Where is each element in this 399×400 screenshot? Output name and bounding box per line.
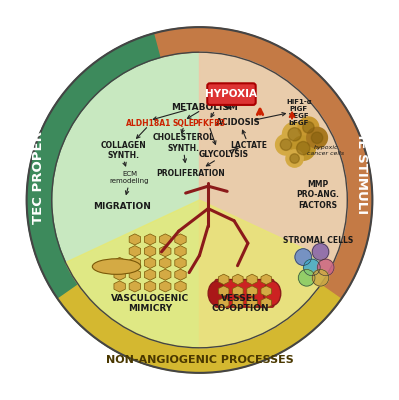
Text: GLYCOLYSIS: GLYCOLYSIS xyxy=(199,150,249,159)
Polygon shape xyxy=(65,200,334,348)
Text: CHOLESTEROL
SYNTH.: CHOLESTEROL SYNTH. xyxy=(153,133,215,153)
Polygon shape xyxy=(144,269,156,280)
Polygon shape xyxy=(261,286,271,296)
Polygon shape xyxy=(175,281,186,292)
Circle shape xyxy=(290,154,299,163)
Text: HIF1-α
PIGF
VEGF
bFGF: HIF1-α PIGF VEGF bFGF xyxy=(286,99,312,126)
Polygon shape xyxy=(233,274,243,284)
Circle shape xyxy=(317,259,334,276)
FancyBboxPatch shape xyxy=(207,83,256,105)
Text: COLLAGEN
SYNTH.: COLLAGEN SYNTH. xyxy=(101,141,146,160)
Polygon shape xyxy=(219,286,229,296)
Polygon shape xyxy=(129,269,140,280)
Text: STROMAL CELLS: STROMAL CELLS xyxy=(283,236,353,245)
Text: NON-ANGIOGENIC PROCESSES: NON-ANGIOGENIC PROCESSES xyxy=(106,355,293,365)
Circle shape xyxy=(312,270,329,286)
Text: MMP
PRO-ANG.
FACTORS: MMP PRO-ANG. FACTORS xyxy=(296,180,340,210)
Polygon shape xyxy=(233,286,243,296)
Circle shape xyxy=(311,132,323,144)
Polygon shape xyxy=(129,234,140,245)
Text: ALDH18A1: ALDH18A1 xyxy=(126,118,171,128)
Circle shape xyxy=(307,127,328,148)
Polygon shape xyxy=(175,257,186,268)
Polygon shape xyxy=(160,257,171,268)
Polygon shape xyxy=(144,234,156,245)
Polygon shape xyxy=(129,246,140,257)
Polygon shape xyxy=(114,257,125,268)
Ellipse shape xyxy=(208,281,225,306)
Text: ECM
remodeling: ECM remodeling xyxy=(110,171,149,184)
Polygon shape xyxy=(219,274,229,284)
Polygon shape xyxy=(160,269,171,280)
Polygon shape xyxy=(200,52,347,348)
Circle shape xyxy=(288,128,301,141)
Polygon shape xyxy=(233,298,243,308)
Polygon shape xyxy=(175,246,186,257)
Polygon shape xyxy=(261,298,271,308)
Text: TME STIMULI: TME STIMULI xyxy=(355,117,367,214)
Text: METABOLISM: METABOLISM xyxy=(171,103,238,112)
Circle shape xyxy=(296,142,310,155)
Circle shape xyxy=(303,122,314,133)
Polygon shape xyxy=(144,281,156,292)
Circle shape xyxy=(298,270,315,286)
Text: TEC PROPERTIES: TEC PROPERTIES xyxy=(32,100,45,224)
Text: ACIDOSIS: ACIDOSIS xyxy=(216,118,261,127)
FancyBboxPatch shape xyxy=(215,280,274,307)
Circle shape xyxy=(52,52,347,348)
Polygon shape xyxy=(261,274,271,284)
Circle shape xyxy=(286,150,303,167)
Text: MIGRATION: MIGRATION xyxy=(93,202,151,212)
Polygon shape xyxy=(155,27,372,322)
Polygon shape xyxy=(129,281,140,292)
Circle shape xyxy=(298,117,319,138)
Polygon shape xyxy=(160,234,171,245)
Polygon shape xyxy=(247,274,257,284)
Polygon shape xyxy=(114,281,125,292)
Text: PFKFB3: PFKFB3 xyxy=(192,118,225,128)
Circle shape xyxy=(295,249,312,265)
Polygon shape xyxy=(219,298,229,308)
Polygon shape xyxy=(114,269,125,280)
Ellipse shape xyxy=(263,281,281,306)
Circle shape xyxy=(282,122,307,146)
Polygon shape xyxy=(175,269,186,280)
Circle shape xyxy=(280,139,292,150)
Circle shape xyxy=(276,134,296,155)
Text: PROLIFERATION: PROLIFERATION xyxy=(156,169,225,178)
Text: LACTATE: LACTATE xyxy=(230,141,267,150)
Text: VASCULOGENIC
MIMICRY: VASCULOGENIC MIMICRY xyxy=(111,294,189,314)
Circle shape xyxy=(312,244,329,260)
Polygon shape xyxy=(247,298,257,308)
Polygon shape xyxy=(129,257,140,268)
Polygon shape xyxy=(144,257,156,268)
Polygon shape xyxy=(58,285,341,373)
Polygon shape xyxy=(144,246,156,257)
Text: HYPOXIA: HYPOXIA xyxy=(205,89,257,99)
Text: SQLE: SQLE xyxy=(173,118,195,128)
Circle shape xyxy=(304,259,320,276)
Polygon shape xyxy=(160,246,171,257)
Polygon shape xyxy=(27,33,161,367)
Polygon shape xyxy=(160,281,171,292)
Circle shape xyxy=(291,136,315,160)
Ellipse shape xyxy=(92,259,141,274)
Polygon shape xyxy=(175,234,186,245)
Polygon shape xyxy=(247,286,257,296)
Text: VESSEL
CO-OPTION: VESSEL CO-OPTION xyxy=(211,294,269,314)
Text: hypoxic
cancer cells: hypoxic cancer cells xyxy=(307,145,344,156)
